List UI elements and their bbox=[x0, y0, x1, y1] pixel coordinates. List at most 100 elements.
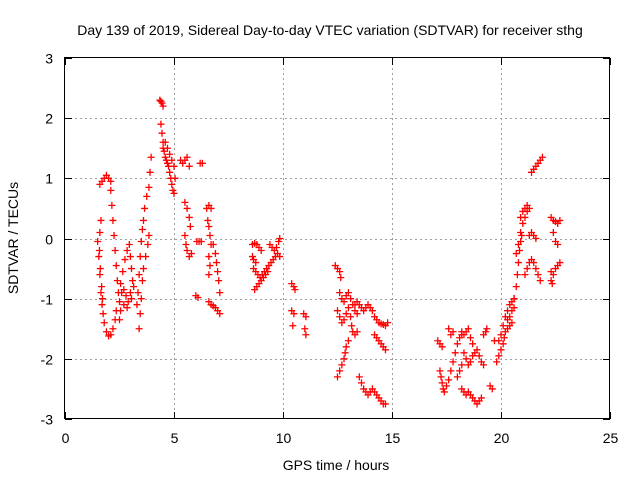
data-point bbox=[436, 367, 444, 375]
data-point bbox=[205, 253, 213, 261]
data-point bbox=[145, 231, 153, 239]
x-tick-label: 15 bbox=[385, 430, 401, 446]
data-point bbox=[129, 277, 137, 285]
y-tick-label: -3 bbox=[41, 412, 54, 428]
data-point bbox=[495, 352, 503, 360]
data-point bbox=[347, 313, 355, 321]
data-point bbox=[276, 253, 284, 261]
data-point bbox=[111, 247, 119, 255]
data-point bbox=[437, 373, 445, 381]
data-point bbox=[462, 355, 470, 363]
data-point bbox=[460, 349, 468, 357]
data-point bbox=[163, 144, 171, 152]
data-point bbox=[146, 168, 154, 176]
data-point bbox=[158, 99, 166, 107]
data-point bbox=[170, 189, 178, 197]
data-point bbox=[290, 283, 298, 291]
data-point bbox=[166, 150, 174, 158]
data-point bbox=[445, 325, 453, 333]
data-point bbox=[123, 247, 131, 255]
data-point bbox=[357, 379, 365, 387]
data-point bbox=[500, 334, 508, 342]
data-point bbox=[290, 310, 298, 318]
data-point bbox=[466, 334, 474, 342]
data-point bbox=[94, 238, 102, 246]
y-tick-label: 1 bbox=[45, 171, 53, 187]
data-point bbox=[264, 268, 272, 276]
data-point bbox=[497, 346, 505, 354]
data-point bbox=[206, 231, 214, 239]
data-point bbox=[513, 271, 521, 279]
data-point bbox=[216, 310, 224, 318]
data-point bbox=[440, 388, 448, 396]
data-point bbox=[355, 373, 363, 381]
data-point bbox=[112, 262, 120, 270]
data-point bbox=[96, 265, 104, 273]
data-point bbox=[206, 262, 214, 270]
data-point bbox=[536, 277, 544, 285]
data-point bbox=[456, 367, 464, 375]
data-point bbox=[161, 153, 169, 161]
data-point bbox=[95, 247, 103, 255]
data-point bbox=[517, 213, 525, 221]
data-point bbox=[445, 376, 453, 384]
data-point bbox=[96, 228, 104, 236]
data-point bbox=[334, 307, 341, 315]
data-point bbox=[538, 153, 546, 161]
data-point bbox=[130, 283, 138, 291]
data-point bbox=[185, 162, 193, 170]
data-point bbox=[98, 301, 106, 309]
data-point bbox=[133, 301, 141, 309]
data-point bbox=[116, 316, 123, 324]
data-point bbox=[215, 277, 223, 285]
x-tick-label: 20 bbox=[494, 430, 510, 446]
data-point bbox=[159, 102, 167, 110]
data-point bbox=[532, 265, 540, 273]
data-point bbox=[384, 319, 392, 327]
data-point bbox=[510, 304, 518, 312]
data-point bbox=[211, 250, 219, 258]
data-point bbox=[453, 340, 461, 348]
data-point bbox=[381, 400, 389, 408]
data-point bbox=[137, 295, 145, 303]
data-point bbox=[183, 153, 191, 161]
data-point bbox=[97, 289, 105, 297]
data-point bbox=[449, 358, 457, 366]
y-tick-label: 2 bbox=[45, 111, 53, 127]
data-point bbox=[516, 247, 524, 255]
data-point bbox=[98, 283, 106, 291]
data-point bbox=[521, 271, 529, 279]
data-point bbox=[443, 382, 450, 390]
data-point bbox=[530, 259, 538, 267]
data-point bbox=[141, 204, 149, 212]
data-point bbox=[194, 293, 202, 301]
data-point bbox=[512, 250, 520, 258]
data-point bbox=[438, 379, 446, 387]
data-point bbox=[109, 325, 117, 333]
data-point bbox=[519, 219, 527, 227]
data-point bbox=[514, 259, 522, 267]
data-point bbox=[534, 271, 542, 279]
data-point bbox=[289, 322, 297, 330]
data-point bbox=[497, 331, 505, 339]
data-point bbox=[252, 259, 260, 267]
data-point bbox=[187, 250, 195, 258]
data-point bbox=[547, 277, 555, 285]
data-point bbox=[483, 325, 491, 333]
data-point bbox=[336, 289, 344, 297]
data-point bbox=[117, 307, 125, 315]
data-point bbox=[119, 268, 127, 276]
data-point bbox=[197, 238, 205, 246]
data-point bbox=[161, 138, 169, 146]
data-point bbox=[99, 310, 107, 318]
plot-frame bbox=[64, 57, 610, 419]
data-point bbox=[107, 331, 115, 339]
data-point bbox=[107, 177, 115, 185]
data-point bbox=[466, 358, 474, 366]
y-tick-label: 3 bbox=[45, 51, 53, 67]
data-point bbox=[117, 280, 125, 288]
data-points bbox=[94, 96, 564, 408]
data-point bbox=[340, 298, 348, 306]
data-point bbox=[125, 241, 133, 249]
data-point bbox=[381, 346, 389, 354]
